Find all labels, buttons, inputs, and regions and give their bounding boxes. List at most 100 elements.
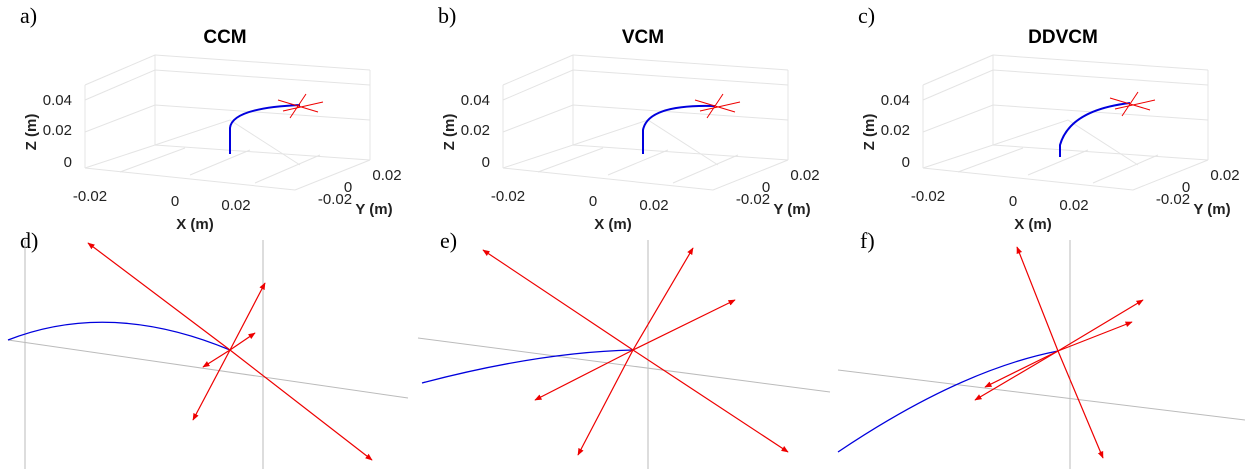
axis-line (837, 369, 1245, 421)
grid-line (254, 154, 321, 184)
frame-arrow (482, 249, 634, 351)
frame-arrow (632, 299, 736, 351)
panel-letter: c) (858, 3, 875, 28)
y-tick-label: 0 (762, 179, 770, 196)
x-tick-label: -0.02 (491, 188, 525, 205)
grid-line (922, 159, 1209, 191)
grid-line (572, 119, 719, 166)
grid-line (84, 104, 371, 133)
grid-line (502, 144, 789, 169)
grid-line (84, 144, 371, 169)
x-tick-label: -0.02 (73, 188, 107, 205)
grid-line (84, 69, 371, 101)
x-axis-label: X (m) (1014, 216, 1052, 233)
axis-line (7, 339, 409, 399)
x-tick-label: -0.02 (911, 188, 945, 205)
grid-line (84, 54, 156, 86)
x-tick-label: 0 (171, 193, 179, 210)
curve (421, 349, 634, 384)
frame-arrow (632, 247, 694, 351)
grid-line (672, 154, 739, 184)
y-tick-label: -0.02 (318, 191, 352, 208)
frame-arrow (87, 242, 231, 351)
y-tick-label: 0.02 (372, 167, 401, 184)
grid-line (154, 119, 301, 166)
z-tick-label: 0 (482, 154, 490, 171)
curve (229, 104, 301, 154)
panel-letter: a) (20, 3, 37, 28)
curve (837, 350, 1059, 453)
panel-letter: f) (860, 228, 875, 253)
grid-line (607, 149, 669, 176)
panel-letter: e) (440, 228, 457, 253)
frame-arrow (192, 349, 231, 421)
frame (694, 93, 741, 119)
grid-line (922, 54, 994, 86)
frame-arrow (632, 349, 789, 453)
grid-line (84, 159, 371, 191)
frame-arrow (534, 349, 634, 401)
frame (1109, 91, 1156, 117)
frame-arrow (1057, 321, 1133, 352)
curve (1059, 102, 1131, 157)
frame-arrow (202, 349, 231, 368)
x-tick-label: 0 (1009, 193, 1017, 210)
grid-line (502, 159, 789, 191)
grid-line (1027, 149, 1089, 176)
grid-line (537, 147, 604, 173)
y-tick-label: 0 (1182, 179, 1190, 196)
z-tick-label: 0.04 (43, 92, 72, 109)
grid-line (992, 54, 1209, 71)
grid-line (922, 69, 1209, 101)
grid-line (572, 54, 789, 71)
grid-line (1092, 154, 1159, 184)
x-axis-label: X (m) (176, 216, 214, 233)
x-axis-label: X (m) (594, 216, 632, 233)
panel-letter: d) (20, 228, 38, 253)
z-axis-label: Z (m) (441, 114, 458, 151)
z-tick-label: 0.02 (461, 122, 490, 139)
z-tick-label: 0.04 (461, 92, 490, 109)
panel-zoom: f) (837, 228, 1245, 469)
frame-arrow (229, 282, 266, 351)
y-tick-label: -0.02 (1156, 191, 1190, 208)
panel-title: VCM (622, 27, 664, 48)
grid-line (119, 147, 186, 173)
frame-arrow (974, 350, 1059, 401)
x-tick-label: 0.02 (639, 197, 668, 214)
grid-line (502, 104, 789, 133)
frame-arrow (1016, 246, 1059, 352)
y-tick-label: 0.02 (790, 167, 819, 184)
panel-title: CCM (203, 27, 246, 48)
frame (277, 93, 324, 119)
frame-arrow (229, 332, 256, 351)
z-tick-label: 0 (902, 154, 910, 171)
y-tick-label: 0.02 (1210, 167, 1239, 184)
panel-letter: b) (438, 3, 456, 28)
z-tick-label: 0 (64, 154, 72, 171)
grid-line (502, 54, 574, 86)
z-tick-label: 0.02 (881, 122, 910, 139)
x-tick-label: 0.02 (1059, 197, 1088, 214)
frame-arrow (984, 350, 1059, 388)
panel-title: DDVCM (1028, 27, 1098, 48)
y-tick-label: 0 (344, 179, 352, 196)
frame-arrow (1057, 299, 1144, 352)
x-tick-label: 0 (589, 193, 597, 210)
x-tick-label: 0.02 (221, 197, 250, 214)
y-axis-label: Y (m) (773, 201, 810, 218)
curve (7, 321, 231, 351)
panel-zoom: d) (7, 228, 409, 469)
z-axis-label: Z (m) (861, 114, 878, 151)
curve (642, 104, 716, 154)
grid-line (922, 144, 1209, 169)
frame-arrow (1057, 350, 1104, 459)
grid-line (154, 54, 371, 71)
z-tick-label: 0.04 (881, 92, 910, 109)
z-tick-label: 0.02 (43, 122, 72, 139)
z-axis-label: Z (m) (23, 114, 40, 151)
